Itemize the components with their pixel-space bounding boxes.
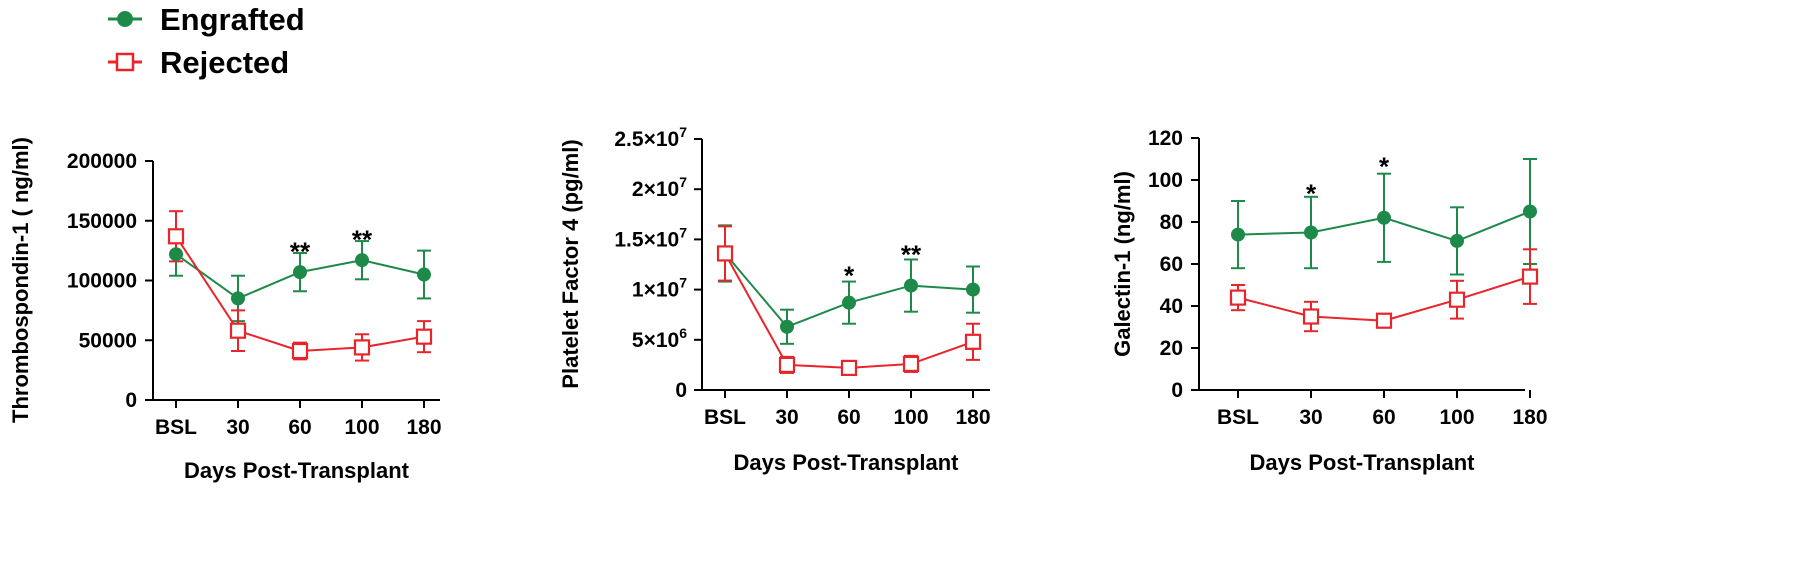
significance-marker: *	[1379, 151, 1390, 181]
y-tick-label: 200000	[67, 150, 137, 173]
y-tick-label: 5×106	[632, 325, 687, 352]
y-axis-label: Galectin-1 (ng/ml)	[1110, 171, 1135, 357]
x-axis-label: Days Post-Transplant	[1250, 450, 1476, 475]
x-tick-label: 100	[344, 416, 379, 439]
legend-label-rejected: Rejected	[160, 45, 289, 80]
data-point	[1375, 312, 1393, 329]
data-point	[904, 278, 918, 293]
y-axis-label: Platelet Factor 4 (pg/ml)	[558, 139, 583, 388]
data-point	[778, 356, 796, 373]
legend-marker-rejected	[115, 52, 135, 72]
x-tick-label: 100	[1439, 406, 1474, 429]
x-tick-label: 30	[775, 406, 798, 429]
y-tick-label: 0	[675, 379, 687, 402]
significance-marker: **	[352, 225, 373, 255]
x-tick-label: 60	[1372, 406, 1395, 429]
data-point	[1523, 204, 1537, 219]
y-tick-label: 100	[1148, 169, 1183, 192]
legend-marker-engrafted	[117, 11, 133, 27]
data-point	[293, 265, 307, 280]
x-tick-label: 180	[1512, 406, 1547, 429]
data-point	[229, 322, 247, 339]
significance-marker: *	[844, 261, 855, 291]
data-point	[1450, 233, 1464, 248]
data-point	[902, 355, 920, 372]
data-point	[417, 267, 431, 282]
y-tick-label: 0	[125, 389, 137, 412]
data-point	[415, 328, 433, 345]
y-tick-label: 80	[1160, 211, 1183, 234]
y-axis-label: Thrombospondin-1 ( ng/ml)	[8, 137, 33, 423]
data-point	[716, 245, 734, 262]
markers-rejected	[167, 228, 433, 360]
data-point	[1521, 268, 1539, 285]
data-point	[353, 339, 371, 356]
significance-marker: **	[290, 237, 311, 267]
chart-thrombospondin-1: 0 50000 100000 150000 200000 BSL 30 60 100 180 Thr…	[8, 137, 442, 483]
data-point	[780, 319, 794, 334]
y-tick-label: 50000	[79, 329, 137, 352]
data-point	[1448, 291, 1466, 308]
x-tick-label: 30	[226, 416, 249, 439]
markers-engrafted	[169, 247, 431, 306]
x-tick-label: 180	[406, 416, 441, 439]
x-tick-label: 60	[837, 406, 860, 429]
y-tick-label: 40	[1160, 295, 1183, 318]
data-point	[1231, 227, 1245, 242]
y-tick-label: 0	[1171, 379, 1183, 402]
y-tick-label: 1×107	[632, 275, 687, 302]
y-tick-label: 60	[1160, 253, 1183, 276]
data-point	[966, 282, 980, 297]
x-axis-label: Days Post-Transplant	[184, 458, 410, 483]
x-axis-label: Days Post-Transplant	[734, 450, 960, 475]
markers-rejected	[1229, 268, 1539, 329]
significance-marker: *	[1306, 179, 1317, 209]
x-tick-label: BSL	[1217, 406, 1259, 429]
y-tick-label: 2.5×107	[614, 124, 687, 151]
x-tick-label: 100	[893, 406, 928, 429]
data-point	[1304, 225, 1318, 240]
y-tick-label: 120	[1148, 127, 1183, 150]
y-tick-label: 20	[1160, 337, 1183, 360]
significance-marker: **	[901, 239, 922, 269]
data-point	[1229, 289, 1247, 306]
x-tick-label: 60	[288, 416, 311, 439]
data-point	[1377, 210, 1391, 225]
data-point	[840, 359, 858, 377]
chart-galectin-1: 0 20 40 60 80 100 120 BSL 30 60 100 180 Galectin-1 (…	[1110, 127, 1548, 475]
x-tick-label: BSL	[155, 416, 197, 439]
data-point	[169, 247, 183, 262]
x-tick-label: 180	[955, 406, 990, 429]
legend: Engrafted Rejected	[108, 2, 305, 80]
legend-label-engrafted: Engrafted	[160, 2, 305, 37]
y-tick-label: 1.5×107	[614, 224, 687, 251]
markers-engrafted	[1231, 204, 1537, 248]
data-point	[964, 333, 982, 350]
markers-rejected	[716, 245, 982, 377]
data-point	[167, 228, 185, 245]
data-point	[355, 253, 369, 268]
data-point	[842, 295, 856, 310]
data-point	[1302, 308, 1320, 325]
y-tick-label: 150000	[67, 210, 137, 233]
chart-platelet-factor-4: 0 5×106 1×107 1.5×107 2×107 2.5×107 BSL 30 60 100…	[558, 124, 991, 475]
x-tick-label: 30	[1299, 406, 1322, 429]
y-tick-label: 2×107	[632, 174, 687, 201]
y-tick-label: 100000	[67, 270, 137, 293]
data-point	[231, 291, 245, 306]
x-tick-label: BSL	[704, 406, 746, 429]
data-point	[291, 342, 309, 360]
